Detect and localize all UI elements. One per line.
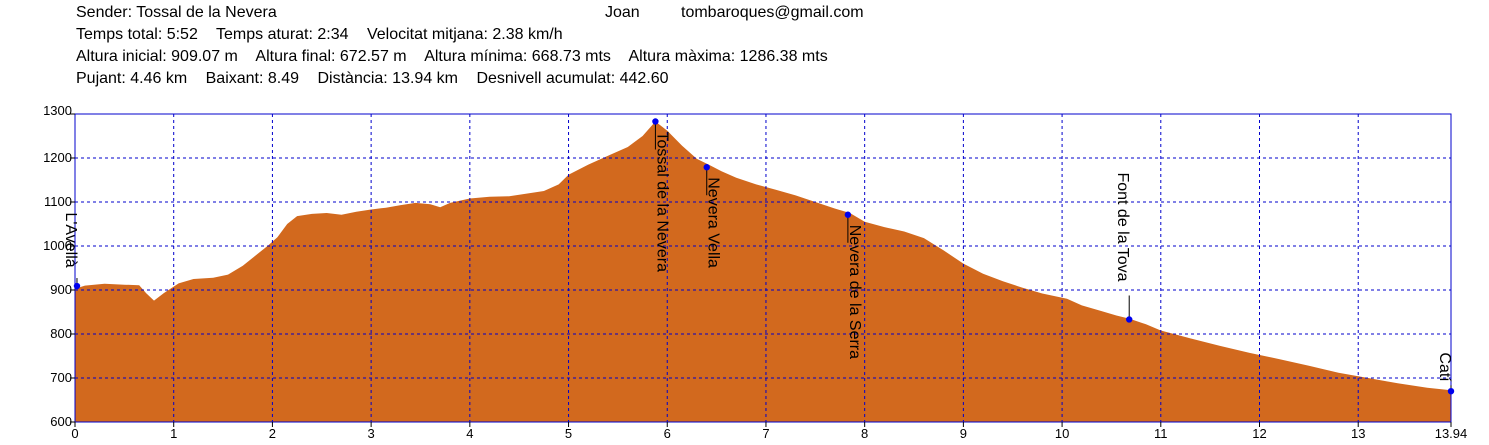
y-tick-label: 800 (50, 326, 72, 341)
x-tick-label: 2 (269, 426, 276, 441)
header-row-1: Sender: Tossal de la Nevera Joan tombaro… (76, 2, 864, 24)
waypoint-label: Nevera Vella (705, 177, 722, 268)
downhill-distance: Baixant: 8.49 (205, 70, 300, 87)
x-tick-label: 9 (960, 426, 967, 441)
x-tick-label: 6 (664, 426, 671, 441)
x-tick-label: 12 (1252, 426, 1266, 441)
end-altitude: Altura final: 672.57 m (255, 48, 407, 65)
y-tick-label: 1000 (43, 238, 72, 253)
x-tick-label: 13 (1351, 426, 1365, 441)
x-tick-label: 4 (466, 426, 473, 441)
y-tick-label: 1200 (43, 150, 72, 165)
min-altitude: Altura mínima: 668.73 mts (424, 48, 611, 65)
average-speed: Velocitat mitjana: 2.38 km/h (366, 26, 563, 43)
waypoint: Nevera Vella (703, 164, 722, 268)
waypoint-marker (652, 118, 659, 125)
waypoint-marker (844, 211, 852, 218)
x-tick-label: 1 (170, 426, 177, 441)
waypoint-marker (1126, 316, 1133, 323)
waypoint: Nevera de la Serra (844, 211, 863, 359)
track-name: Sender: Tossal de la Nevera (76, 4, 277, 21)
total-distance: Distància: 13.94 km (317, 70, 458, 87)
elevation-area (75, 121, 1451, 422)
waypoint-label: Font de la Tova (1114, 172, 1131, 281)
waypoint: Font de la Tova (1114, 172, 1133, 323)
y-tick-label: 1300 (43, 103, 72, 118)
waypoint: Tossal de la Nevera (652, 118, 670, 272)
plot-frame (74, 113, 1452, 423)
x-tick-label: 8 (861, 426, 868, 441)
x-tick-label: 0 (71, 426, 78, 441)
author-email: tombaroques@gmail.com (681, 4, 864, 21)
uphill-distance: Pujant: 4.46 km (76, 70, 188, 87)
waypoint-marker (1447, 388, 1455, 395)
waypoint: L'Avellà (62, 212, 81, 290)
header-row-3: Altura inicial: 909.07 m Altura final: 6… (76, 46, 842, 68)
start-altitude: Altura inicial: 909.07 m (76, 48, 238, 65)
waypoint-marker (73, 282, 81, 290)
header-row-2: Temps total: 5:52 Temps aturat: 2:34 Vel… (76, 24, 842, 46)
waypoint-label: Tossal de la Nevera (653, 131, 670, 272)
total-time: Temps total: 5:52 (76, 26, 198, 43)
x-tick-label: 11 (1154, 426, 1168, 441)
stopped-time: Temps aturat: 2:34 (216, 26, 349, 43)
waypoint-label: Catí (1436, 352, 1453, 382)
waypoint: Catí (1436, 352, 1455, 395)
accumulated-elevation: Desnivell acumulat: 442.60 (476, 70, 669, 87)
x-tick-label: 13.94 (1435, 426, 1468, 441)
max-altitude: Altura màxima: 1286.38 mts (628, 48, 828, 65)
waypoint-label: Nevera de la Serra (846, 225, 863, 359)
y-tick-label: 700 (50, 370, 72, 385)
x-tick-label: 5 (565, 426, 572, 441)
track-info-header: Sender: Tossal de la Nevera Joan tombaro… (76, 2, 864, 90)
waypoint-label: L'Avellà (62, 212, 79, 267)
y-tick-label: 900 (50, 282, 72, 297)
x-tick-label: 10 (1055, 426, 1069, 441)
x-tick-label: 7 (762, 426, 769, 441)
x-tick-label: 3 (368, 426, 375, 441)
y-tick-label: 1100 (44, 194, 72, 209)
y-tick-label: 600 (50, 414, 72, 429)
author-name: Joan (605, 4, 640, 21)
waypoint-marker (703, 164, 710, 171)
header-row-4: Pujant: 4.46 km Baixant: 8.49 Distància:… (76, 68, 842, 90)
